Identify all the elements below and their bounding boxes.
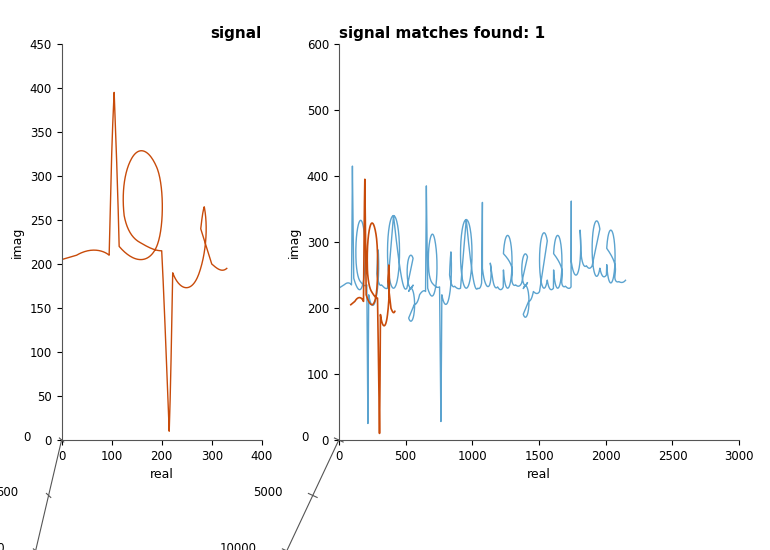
Line: 2 pts: 2 pts <box>46 493 51 497</box>
X-axis label: real: real <box>527 468 551 481</box>
Point <box>334 437 343 443</box>
Line: 2 pts: 2 pts <box>286 440 339 550</box>
Text: 0: 0 <box>301 431 308 444</box>
Point <box>57 437 66 443</box>
Point <box>334 437 343 443</box>
Text: signal matches found: 1: signal matches found: 1 <box>339 26 545 41</box>
Point <box>57 437 66 443</box>
Point <box>334 437 343 443</box>
Text: 500: 500 <box>0 486 18 499</box>
Point <box>334 437 343 443</box>
Point <box>334 437 343 443</box>
Point <box>57 437 66 443</box>
Line: 2 pts: 2 pts <box>309 493 317 497</box>
Text: 5000: 5000 <box>253 486 283 499</box>
Line: 2 pts: 2 pts <box>334 438 343 442</box>
Point <box>334 437 343 443</box>
Point <box>334 437 343 443</box>
Text: signal: signal <box>210 26 262 41</box>
Line: 2 pts: 2 pts <box>283 549 291 550</box>
Line: 2 pts: 2 pts <box>35 440 62 550</box>
Y-axis label: imag: imag <box>288 226 301 258</box>
Point <box>57 437 66 443</box>
X-axis label: real: real <box>149 468 174 481</box>
Point <box>57 437 66 443</box>
Point <box>334 437 343 443</box>
Point <box>57 437 66 443</box>
Point <box>57 437 66 443</box>
Line: 2 pts: 2 pts <box>33 549 38 550</box>
Text: 1000: 1000 <box>0 542 5 550</box>
Point <box>57 437 66 443</box>
Text: 0: 0 <box>24 431 31 444</box>
Line: 2 pts: 2 pts <box>59 438 64 442</box>
Text: 10000: 10000 <box>219 542 256 550</box>
Y-axis label: imag: imag <box>11 226 24 258</box>
